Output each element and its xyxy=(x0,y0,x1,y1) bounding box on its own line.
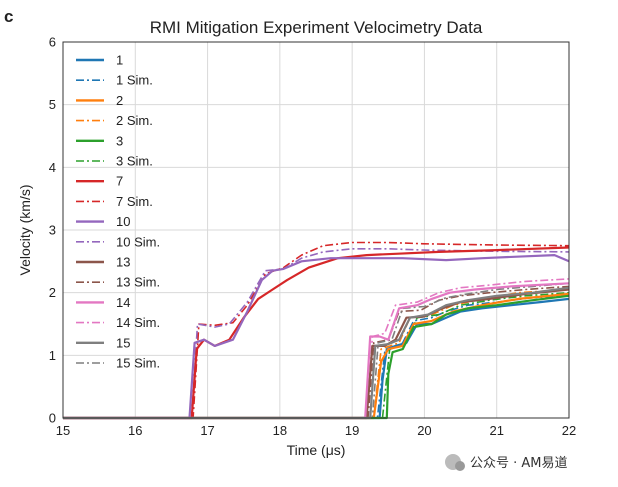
legend-label: 13 Sim. xyxy=(116,275,160,290)
series-line-15 xyxy=(63,286,570,420)
x-tick-label: 22 xyxy=(562,423,576,438)
series-line-7-sim- xyxy=(63,241,570,419)
legend-label: 15 Sim. xyxy=(116,356,160,371)
series-line-3-sim- xyxy=(63,291,570,419)
series-line-10 xyxy=(63,254,570,420)
x-tick-label: 16 xyxy=(128,423,142,438)
chart-title: RMI Mitigation Experiment Velocimetry Da… xyxy=(150,18,483,37)
y-tick-label: 6 xyxy=(49,35,56,50)
series-lines xyxy=(63,241,570,420)
x-tick-label: 19 xyxy=(345,423,359,438)
legend-label: 13 xyxy=(116,255,130,270)
x-axis-label: Time (μs) xyxy=(287,442,346,458)
wechat-icon-bubble xyxy=(455,461,465,471)
legend-label: 10 Sim. xyxy=(116,234,160,249)
legend-label: 14 Sim. xyxy=(116,315,160,330)
x-tick-label: 20 xyxy=(417,423,431,438)
legend-label: 1 Sim. xyxy=(116,73,153,88)
x-tick-label: 18 xyxy=(273,423,287,438)
series-line-15-sim- xyxy=(63,282,570,419)
series-line-14 xyxy=(63,282,570,420)
x-tick-labels: 15 16 17 18 19 20 21 22 xyxy=(56,423,576,438)
legend-label: 1 xyxy=(116,53,123,68)
y-axis-label: Velocity (km/s) xyxy=(17,184,33,275)
legend-label: 2 xyxy=(116,93,123,108)
legend-label: 7 xyxy=(116,174,123,189)
series-line-13-sim- xyxy=(63,285,570,419)
x-tick-label: 21 xyxy=(489,423,503,438)
legend-label: 3 Sim. xyxy=(116,154,153,169)
legend-label: 2 Sim. xyxy=(116,113,153,128)
series-line-7 xyxy=(63,246,570,420)
legend-label: 7 Sim. xyxy=(116,194,153,209)
legend: 1 1 Sim. 2 2 Sim. 3 3 Sim. 7 7 Sim. 10 10 Sim. 13 1… xyxy=(76,53,160,371)
watermark-text: 公众号 · AM易道 xyxy=(470,456,568,471)
y-tick-label: 1 xyxy=(49,348,56,363)
y-tick-label: 3 xyxy=(49,223,56,238)
x-tick-label: 17 xyxy=(200,423,214,438)
legend-label: 3 xyxy=(116,133,123,148)
series-line-13 xyxy=(63,288,570,420)
y-tick-label: 5 xyxy=(49,97,56,112)
grid-lines xyxy=(62,41,570,419)
plot-frame xyxy=(62,41,570,419)
legend-label: 10 xyxy=(116,214,130,229)
legend-label: 15 xyxy=(116,335,130,350)
panel-label: c xyxy=(4,7,13,26)
watermark: 公众号 · AM易道 xyxy=(445,454,568,471)
x-tick-label: 15 xyxy=(56,423,70,438)
y-tick-label: 0 xyxy=(49,411,56,426)
legend-label: 14 xyxy=(116,295,130,310)
y-tick-label: 4 xyxy=(49,160,56,175)
y-tick-label: 2 xyxy=(49,285,56,300)
y-tick-labels: 0 1 2 3 4 5 6 xyxy=(49,35,56,426)
series-line-2-sim- xyxy=(63,288,570,419)
